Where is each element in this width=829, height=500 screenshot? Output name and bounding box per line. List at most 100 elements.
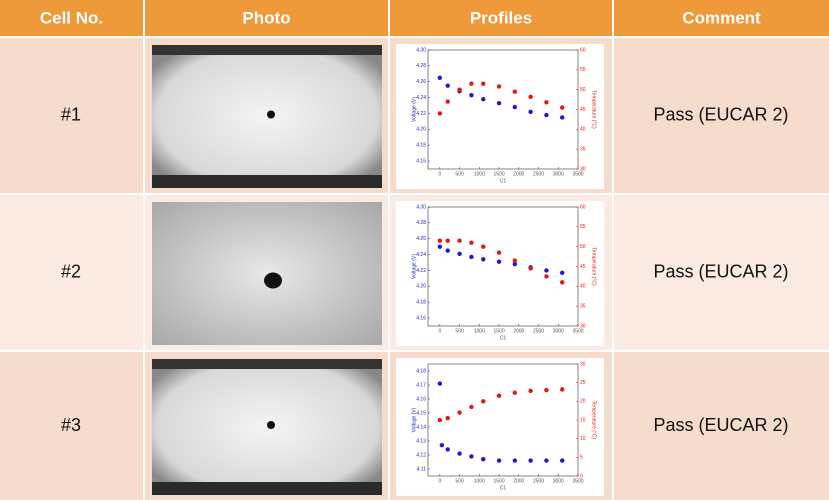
data-point bbox=[512, 458, 518, 463]
x-tick-label: 2000 bbox=[513, 171, 524, 177]
data-point bbox=[457, 410, 462, 415]
chart-bg bbox=[396, 44, 604, 189]
x-tick-label: 2500 bbox=[533, 328, 544, 334]
y-tick-label: 4.30 bbox=[416, 47, 426, 53]
x-tick-label: 1000 bbox=[474, 171, 485, 177]
y-tick-label: 4.28 bbox=[416, 220, 426, 226]
x-tick-label: 500 bbox=[455, 171, 464, 177]
y2-tick-label: 45 bbox=[580, 264, 586, 270]
y2-tick-label: 25 bbox=[580, 380, 586, 386]
y-tick-label: 4.22 bbox=[416, 268, 426, 274]
data-point bbox=[528, 458, 533, 463]
data-point bbox=[481, 96, 486, 102]
data-point bbox=[445, 447, 450, 452]
header-text: Profiles bbox=[470, 8, 532, 27]
data-point bbox=[437, 238, 443, 243]
x-tick-label: 2500 bbox=[533, 478, 544, 484]
y2-tick-label: 20 bbox=[580, 399, 586, 405]
data-point bbox=[457, 87, 462, 92]
data-point bbox=[457, 451, 462, 456]
y-tick-label: 4.15 bbox=[416, 410, 426, 416]
y-tick-label: 4.22 bbox=[416, 111, 426, 117]
puncture bbox=[267, 110, 275, 119]
y-tick-label: 4.11 bbox=[417, 466, 427, 472]
x-tick-label: 0 bbox=[438, 478, 441, 484]
y-axis-label: Voltage (V) bbox=[411, 97, 417, 122]
x-tick-label: 1000 bbox=[474, 478, 485, 484]
data-point bbox=[437, 244, 443, 249]
data-point bbox=[481, 81, 486, 86]
data-point bbox=[528, 94, 533, 100]
x-tick-label: 500 bbox=[455, 328, 464, 334]
x-axis-label: C1 bbox=[500, 178, 507, 184]
y2-tick-label: 45 bbox=[580, 107, 586, 113]
x-tick-label: 1000 bbox=[474, 328, 485, 334]
y2-tick-label: 10 bbox=[580, 436, 586, 442]
data-point bbox=[469, 404, 474, 410]
chart-bg bbox=[396, 201, 604, 346]
data-point bbox=[496, 100, 502, 106]
header-cell bbox=[390, 0, 612, 36]
data-point bbox=[445, 99, 450, 104]
data-point bbox=[437, 417, 443, 423]
data-point bbox=[445, 83, 450, 88]
y2-tick-label: 55 bbox=[580, 67, 586, 73]
data-point bbox=[469, 454, 474, 459]
data-point bbox=[544, 100, 549, 105]
x-tick-label: 1500 bbox=[493, 478, 504, 484]
data-point bbox=[469, 254, 474, 260]
y2-tick-label: 30 bbox=[580, 361, 586, 367]
chart-bg bbox=[396, 358, 604, 496]
data-point bbox=[469, 240, 474, 245]
header-cell bbox=[145, 0, 388, 36]
x-tick-label: 2500 bbox=[533, 171, 544, 177]
data-point bbox=[544, 112, 549, 118]
x-tick-label: 2000 bbox=[513, 328, 524, 334]
header-text: Photo bbox=[242, 8, 290, 27]
data-point bbox=[439, 443, 445, 448]
comment: Pass (EUCAR 2) bbox=[653, 104, 788, 124]
y2-tick-label: 30 bbox=[580, 323, 586, 329]
data-point bbox=[445, 415, 450, 421]
data-point bbox=[469, 81, 474, 86]
y-tick-label: 4.28 bbox=[416, 63, 426, 69]
photo-edge bbox=[152, 359, 382, 369]
data-point bbox=[457, 238, 462, 243]
data-point bbox=[496, 259, 502, 264]
data-point bbox=[560, 387, 565, 392]
x-axis-label: C1 bbox=[500, 485, 507, 491]
data-point bbox=[445, 238, 450, 243]
y2-tick-label: 15 bbox=[580, 417, 586, 423]
y-tick-label: 4.20 bbox=[416, 127, 426, 133]
y2-axis-label: Temperature (°C) bbox=[591, 90, 597, 129]
data-point bbox=[544, 268, 549, 273]
y-tick-label: 4.24 bbox=[416, 252, 426, 258]
data-point bbox=[481, 257, 486, 262]
data-point bbox=[560, 105, 565, 110]
y-tick-label: 4.24 bbox=[416, 95, 426, 101]
data-point bbox=[544, 387, 549, 393]
y2-axis-label: Temperature (°C) bbox=[591, 247, 597, 286]
data-point bbox=[496, 393, 502, 398]
data-point bbox=[445, 248, 450, 253]
photo-edge bbox=[152, 175, 382, 188]
x-tick-label: 3000 bbox=[553, 171, 564, 177]
photo bbox=[152, 202, 382, 345]
y-axis-label: Voltage (V) bbox=[411, 407, 417, 432]
y-tick-label: 4.18 bbox=[416, 368, 426, 374]
x-tick-label: 3500 bbox=[572, 478, 583, 484]
comment: Pass (EUCAR 2) bbox=[653, 415, 788, 435]
data-point bbox=[512, 390, 518, 395]
x-tick-label: 3500 bbox=[572, 171, 583, 177]
y-tick-label: 4.12 bbox=[416, 452, 426, 458]
data-point bbox=[528, 388, 533, 394]
y2-tick-label: 40 bbox=[580, 284, 586, 290]
y-axis-label: Voltage (V) bbox=[411, 254, 417, 279]
data-point bbox=[437, 111, 443, 116]
y-tick-label: 4.16 bbox=[416, 396, 426, 402]
x-tick-label: 0 bbox=[438, 328, 441, 334]
puncture bbox=[267, 421, 275, 429]
y-tick-label: 4.26 bbox=[416, 79, 426, 85]
data-point bbox=[512, 104, 518, 110]
x-tick-label: 0 bbox=[438, 171, 441, 177]
